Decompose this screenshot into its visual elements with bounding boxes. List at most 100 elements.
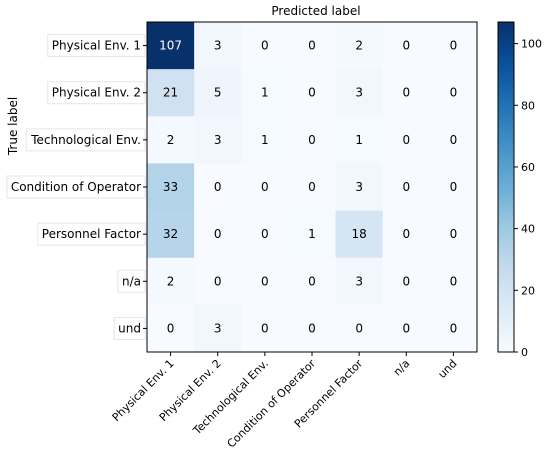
heatmap-cell xyxy=(429,257,478,306)
cell-value-label: 0 xyxy=(214,274,222,288)
colorbar-tick-label: 80 xyxy=(521,99,535,112)
heatmap-cell xyxy=(147,257,195,306)
heatmap-cell xyxy=(147,69,195,117)
heatmap-cell xyxy=(382,116,431,164)
heatmap-cell xyxy=(194,22,242,70)
cell-value-label: 0 xyxy=(261,227,269,241)
cell-value-label: 0 xyxy=(261,180,269,194)
heatmap-cell xyxy=(382,22,431,70)
y-axis-title: True label xyxy=(6,97,20,156)
heatmap-cell xyxy=(194,210,242,259)
heatmap-cell xyxy=(241,163,289,212)
cell-value-label: 0 xyxy=(355,321,363,335)
cell-value-label: 107 xyxy=(159,39,182,53)
heatmap-cell xyxy=(335,22,384,70)
heatmap-cell xyxy=(194,163,242,212)
cell-value-label: 0 xyxy=(450,274,458,288)
heatmap-cell xyxy=(288,22,337,70)
x-tick-label: Condition of Operator xyxy=(225,357,319,451)
heatmap-cell xyxy=(335,257,384,306)
heatmap-cell xyxy=(382,257,431,306)
cell-value-label: 0 xyxy=(402,86,410,100)
heatmap-cell xyxy=(429,304,478,353)
cell-value-label: 18 xyxy=(352,227,367,241)
y-tick-label: Physical Env. 1 xyxy=(52,39,141,53)
heatmap-cell xyxy=(335,304,384,353)
heatmap-cell xyxy=(194,304,242,353)
heatmap-cell xyxy=(241,69,289,117)
y-tick-label: Technological Env. xyxy=(30,133,141,147)
cell-value-label: 32 xyxy=(163,227,178,241)
x-tick-label: und xyxy=(436,357,460,381)
heatmap-cell xyxy=(147,116,195,164)
heatmap-cell xyxy=(335,163,384,212)
cell-value-label: 0 xyxy=(402,39,410,53)
heatmap-cell xyxy=(335,116,384,164)
cell-value-label: 0 xyxy=(214,180,222,194)
heatmap-cell xyxy=(288,163,337,212)
colorbar-ticks: 0 20 40 60 80 100 xyxy=(514,38,542,359)
cell-value-label: 21 xyxy=(163,86,178,100)
x-tick-marks xyxy=(170,352,454,356)
cell-value-label: 0 xyxy=(261,321,269,335)
colorbar xyxy=(497,21,515,353)
y-tick-labels: Physical Env. 1 Physical Env. 2 Technologi… xyxy=(6,34,147,340)
heatmap-cell xyxy=(382,163,431,212)
cell-value-label: 0 xyxy=(308,39,316,53)
colorbar-tick-label: 0 xyxy=(521,346,528,359)
cell-value-label: 0 xyxy=(402,274,410,288)
cell-value-label: 0 xyxy=(402,133,410,147)
cell-value-label: 2 xyxy=(167,133,175,147)
colorbar-tick-label: 60 xyxy=(521,161,535,174)
cell-value-label: 1 xyxy=(355,133,363,147)
heatmap-cell xyxy=(382,210,431,259)
cell-value-label: 0 xyxy=(308,321,316,335)
cell-value-label: 5 xyxy=(214,86,222,100)
cell-value-label: 0 xyxy=(402,180,410,194)
cell-value-label: 0 xyxy=(261,39,269,53)
heatmap-cell xyxy=(288,116,337,164)
cell-value-label: 33 xyxy=(163,180,178,194)
x-axis-title: Predicted label xyxy=(271,4,360,18)
heatmap-cell xyxy=(429,163,478,212)
y-tick-label: und xyxy=(118,321,141,335)
colorbar-tick-label: 20 xyxy=(521,284,535,297)
heatmap-cell xyxy=(241,304,289,353)
heatmap-cell xyxy=(335,210,384,259)
heatmap-cell xyxy=(429,69,478,117)
y-tick-label: Condition of Operator xyxy=(11,180,141,194)
heatmap-cell xyxy=(288,304,337,353)
heatmap-cell xyxy=(194,69,242,117)
cell-value-label: 3 xyxy=(355,86,363,100)
cell-value-label: 0 xyxy=(308,274,316,288)
cell-value-label: 1 xyxy=(261,86,269,100)
heatmap-cell xyxy=(429,22,478,70)
cell-value-label: 1 xyxy=(261,133,269,147)
cell-value-label: 3 xyxy=(355,180,363,194)
heatmap-cell xyxy=(335,69,384,117)
heatmap-cell xyxy=(429,116,478,164)
cell-value-label: 0 xyxy=(261,274,269,288)
cell-value-label: 0 xyxy=(167,321,175,335)
heatmap-cell xyxy=(382,69,431,117)
cell-value-label: 0 xyxy=(450,321,458,335)
y-tick-label: Physical Env. 2 xyxy=(52,86,141,100)
heatmap-cells xyxy=(147,22,478,353)
x-tick-label: n/a xyxy=(391,357,413,379)
heatmap-cell xyxy=(429,210,478,259)
heatmap-cell xyxy=(194,116,242,164)
cell-value-label: 2 xyxy=(355,39,363,53)
cell-value-label: 0 xyxy=(402,321,410,335)
heatmap-cell xyxy=(241,210,289,259)
cell-value-label: 2 xyxy=(167,274,175,288)
cell-value-label: 0 xyxy=(308,180,316,194)
cell-value-label: 0 xyxy=(214,227,222,241)
heatmap-cell xyxy=(147,304,195,353)
heatmap-cell xyxy=(241,257,289,306)
cell-value-label: 0 xyxy=(450,180,458,194)
y-tick-label: n/a xyxy=(122,274,141,288)
cell-value-label: 3 xyxy=(214,321,222,335)
cell-value-label: 3 xyxy=(355,274,363,288)
